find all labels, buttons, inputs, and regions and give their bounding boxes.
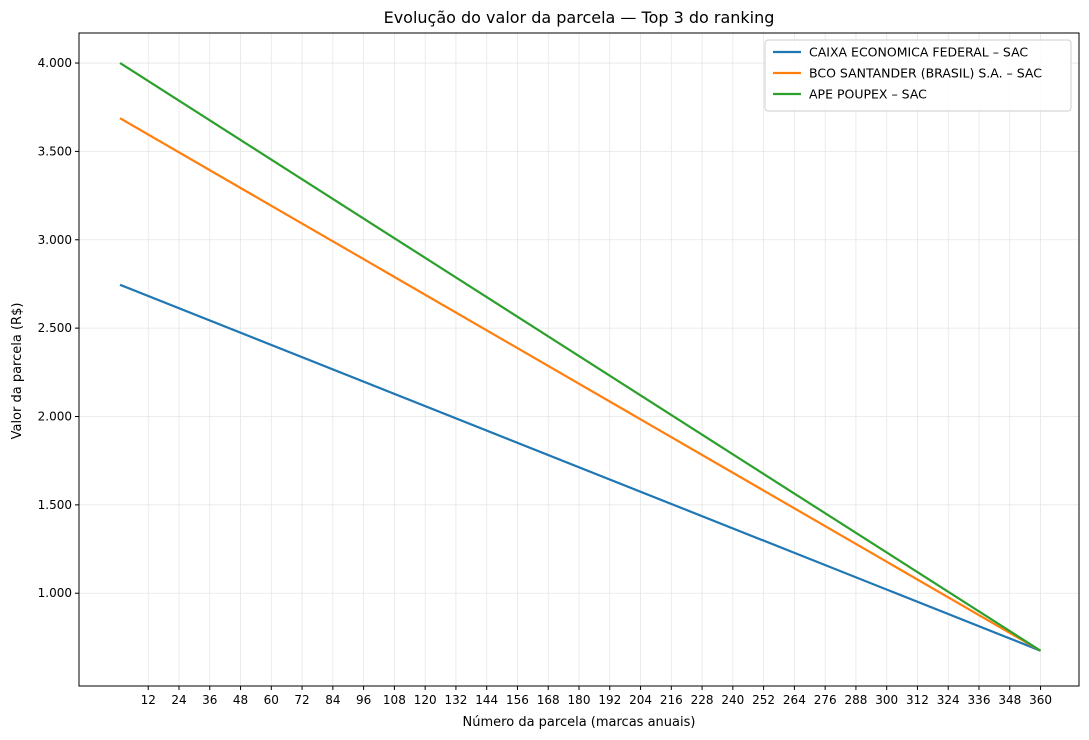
x-tick-label: 300	[875, 693, 898, 707]
y-tick-label: 2.500	[38, 321, 72, 335]
y-tick-label: 1.500	[38, 498, 72, 512]
series-line	[119, 62, 1042, 652]
y-tick-label: 2.000	[38, 409, 72, 423]
x-tick-label: 36	[202, 693, 217, 707]
x-axis-ticks: 12 24 36 48 60 72 84 96 108 120 132 144 156 168 180 192…	[141, 686, 1052, 707]
x-tick-label: 204	[629, 693, 652, 707]
x-tick-label: 168	[537, 693, 560, 707]
grid-lines	[79, 33, 1079, 686]
x-axis-label: Número da parcela (marcas anuais)	[463, 715, 696, 730]
series-line	[119, 117, 1042, 652]
x-tick-label: 240	[721, 693, 744, 707]
x-tick-label: 192	[598, 693, 621, 707]
x-tick-label: 276	[814, 693, 837, 707]
x-tick-label: 12	[141, 693, 156, 707]
legend-box	[764, 39, 1072, 112]
x-tick-label: 360	[1029, 693, 1052, 707]
x-tick-label: 108	[383, 693, 406, 707]
x-tick-label: 132	[444, 693, 467, 707]
x-tick-label: 144	[475, 693, 498, 707]
x-tick-label: 312	[906, 693, 929, 707]
series-line	[119, 283, 1041, 652]
legend-label: APE POUPEX – SAC	[809, 87, 927, 102]
x-tick-label: 24	[171, 693, 186, 707]
legend: CAIXA ECONOMICA FEDERAL – SAC BCO SANTAND…	[764, 39, 1072, 112]
chart-title: Evolução do valor da parcela — Top 3 do …	[384, 8, 775, 27]
x-tick-label: 264	[783, 693, 806, 707]
x-tick-label: 252	[752, 693, 775, 707]
x-tick-label: 96	[356, 693, 371, 707]
y-tick-label: 1.000	[38, 586, 72, 600]
y-axis-ticks: 1.000 1.500 2.000 2.500 3.000 3.500 4.000	[38, 56, 79, 600]
x-tick-label: 336	[968, 693, 991, 707]
x-tick-label: 84	[325, 693, 340, 707]
y-tick-label: 3.000	[38, 233, 72, 247]
x-tick-label: 72	[294, 693, 309, 707]
x-tick-label: 288	[844, 693, 867, 707]
legend-label: BCO SANTANDER (BRASIL) S.A. – SAC	[809, 66, 1042, 81]
x-tick-label: 348	[998, 693, 1021, 707]
y-tick-label: 4.000	[38, 56, 72, 70]
x-tick-label: 228	[691, 693, 714, 707]
x-tick-label: 48	[233, 693, 248, 707]
legend-label: CAIXA ECONOMICA FEDERAL – SAC	[809, 45, 1028, 60]
x-tick-label: 60	[264, 693, 279, 707]
y-tick-label: 3.500	[38, 144, 72, 158]
series-lines	[119, 62, 1042, 652]
x-tick-label: 156	[506, 693, 529, 707]
x-tick-label: 120	[414, 693, 437, 707]
y-axis-label: Valor da parcela (R$)	[10, 303, 25, 440]
x-tick-label: 216	[660, 693, 683, 707]
x-tick-label: 180	[568, 693, 591, 707]
x-tick-label: 324	[937, 693, 960, 707]
